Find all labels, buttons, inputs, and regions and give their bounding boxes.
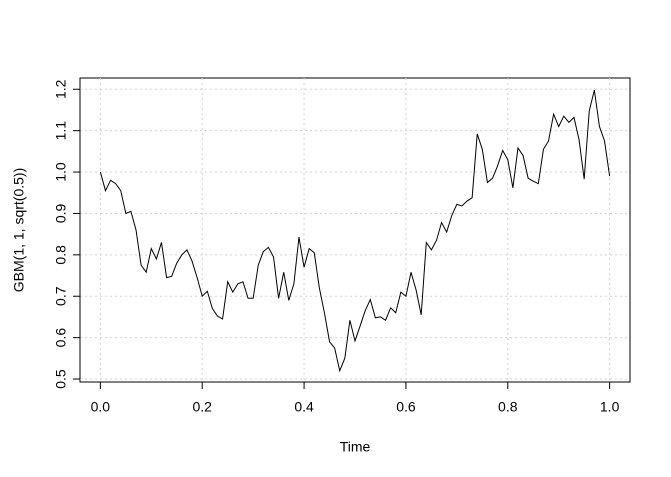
y-tick-label: 0.5 [53,369,69,389]
x-tick-label: 0.2 [192,399,212,415]
x-tick-label: 1.0 [600,399,620,415]
y-tick-label: 1.1 [53,121,69,141]
y-tick-label: 1.0 [53,162,69,182]
x-tick-label: 0.0 [91,399,111,415]
y-axis-label: GBM(1, 1, sqrt(0.5)) [11,168,27,292]
y-tick-label: 0.7 [53,286,69,306]
x-tick-label: 0.4 [294,399,314,415]
y-tick-label: 0.6 [53,328,69,348]
x-tick-label: 0.6 [396,399,416,415]
x-axis-label: Time [340,439,371,455]
data-line [99,89,611,373]
y-tick-label: 0.8 [53,245,69,265]
plot-box [79,77,631,383]
x-tick-label: 0.8 [498,399,518,415]
y-tick-label: 0.9 [53,204,69,224]
y-tick-label: 1.2 [53,79,69,99]
